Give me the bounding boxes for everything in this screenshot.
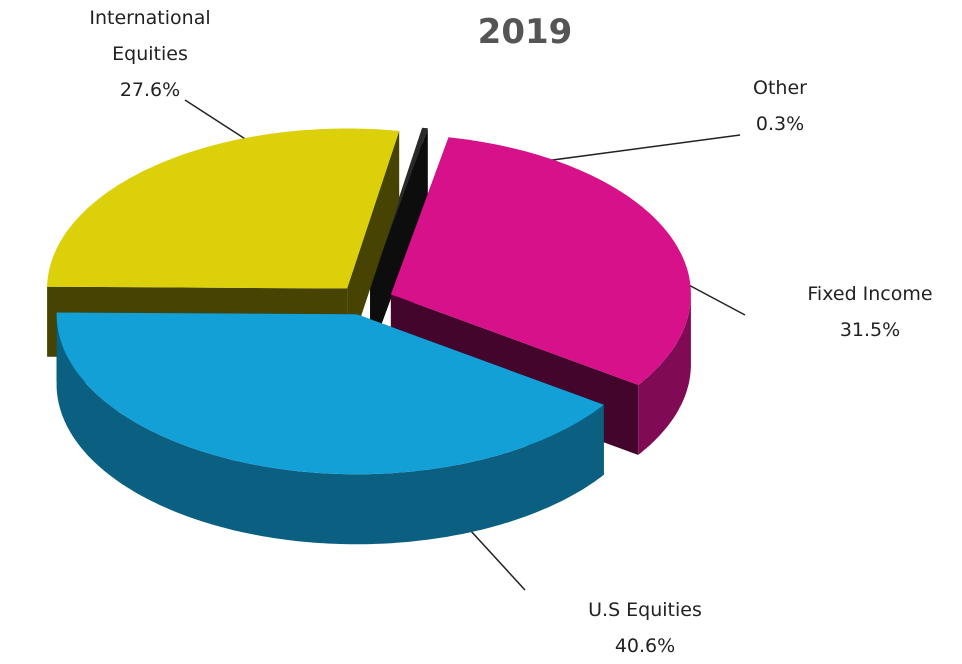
data-label: International Equities 27.6% <box>50 0 250 108</box>
label-name: Fixed Income <box>807 283 933 305</box>
label-name: International Equities <box>89 7 211 65</box>
slice <box>47 128 400 289</box>
slice-wall <box>56 314 604 545</box>
slice <box>370 127 428 286</box>
data-label: Fixed Income 31.5% <box>780 276 960 348</box>
label-name: Other <box>753 77 807 99</box>
label-value: 0.3% <box>755 113 805 135</box>
slice-wall <box>638 294 691 455</box>
label-value: 31.5% <box>839 319 901 341</box>
slice <box>56 312 604 475</box>
leader-line <box>469 529 526 591</box>
data-label: U.S Equities 40.6% <box>560 592 730 664</box>
slice-side <box>347 130 400 359</box>
label-value: 40.6% <box>614 635 676 657</box>
slice-side <box>370 128 428 356</box>
label-name: U.S Equities <box>588 599 702 621</box>
data-label: Other 0.3% <box>700 70 860 142</box>
label-value: 27.6% <box>119 79 181 101</box>
chart-title: 2019 <box>477 12 573 52</box>
slice <box>390 137 691 385</box>
